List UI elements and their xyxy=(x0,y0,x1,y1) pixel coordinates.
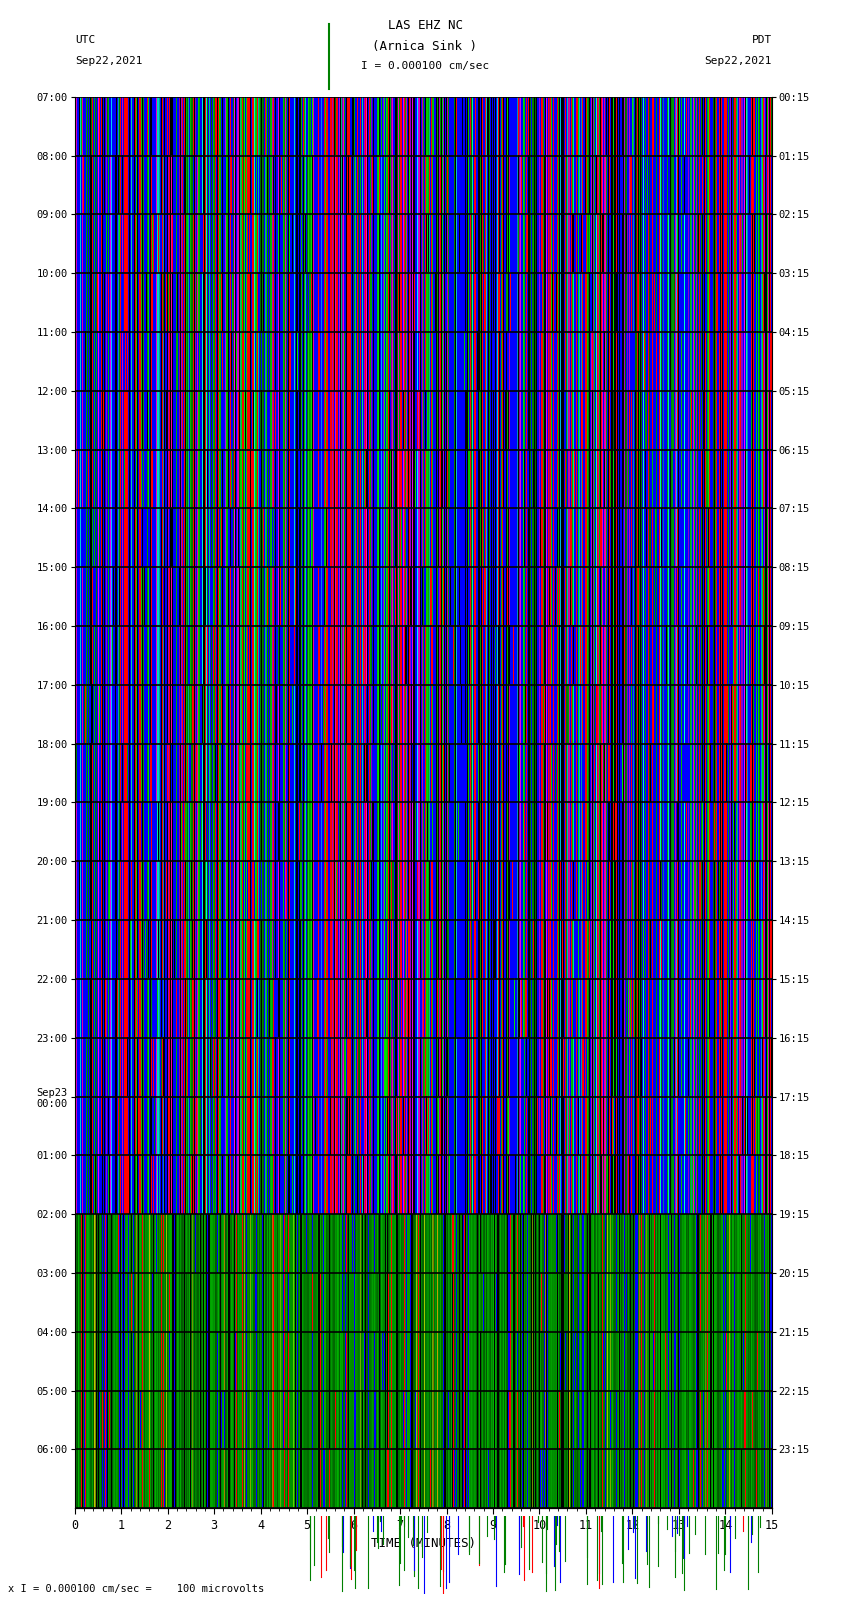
Text: x I = 0.000100 cm/sec =    100 microvolts: x I = 0.000100 cm/sec = 100 microvolts xyxy=(8,1584,264,1594)
Text: PDT: PDT xyxy=(751,35,772,45)
Text: LAS EHZ NC: LAS EHZ NC xyxy=(388,19,462,32)
X-axis label: TIME (MINUTES): TIME (MINUTES) xyxy=(371,1537,476,1550)
Text: I = 0.000100 cm/sec: I = 0.000100 cm/sec xyxy=(361,61,489,71)
Text: Sep22,2021: Sep22,2021 xyxy=(75,56,142,66)
Text: UTC: UTC xyxy=(75,35,95,45)
Text: (Arnica Sink ): (Arnica Sink ) xyxy=(372,40,478,53)
Text: Sep22,2021: Sep22,2021 xyxy=(705,56,772,66)
